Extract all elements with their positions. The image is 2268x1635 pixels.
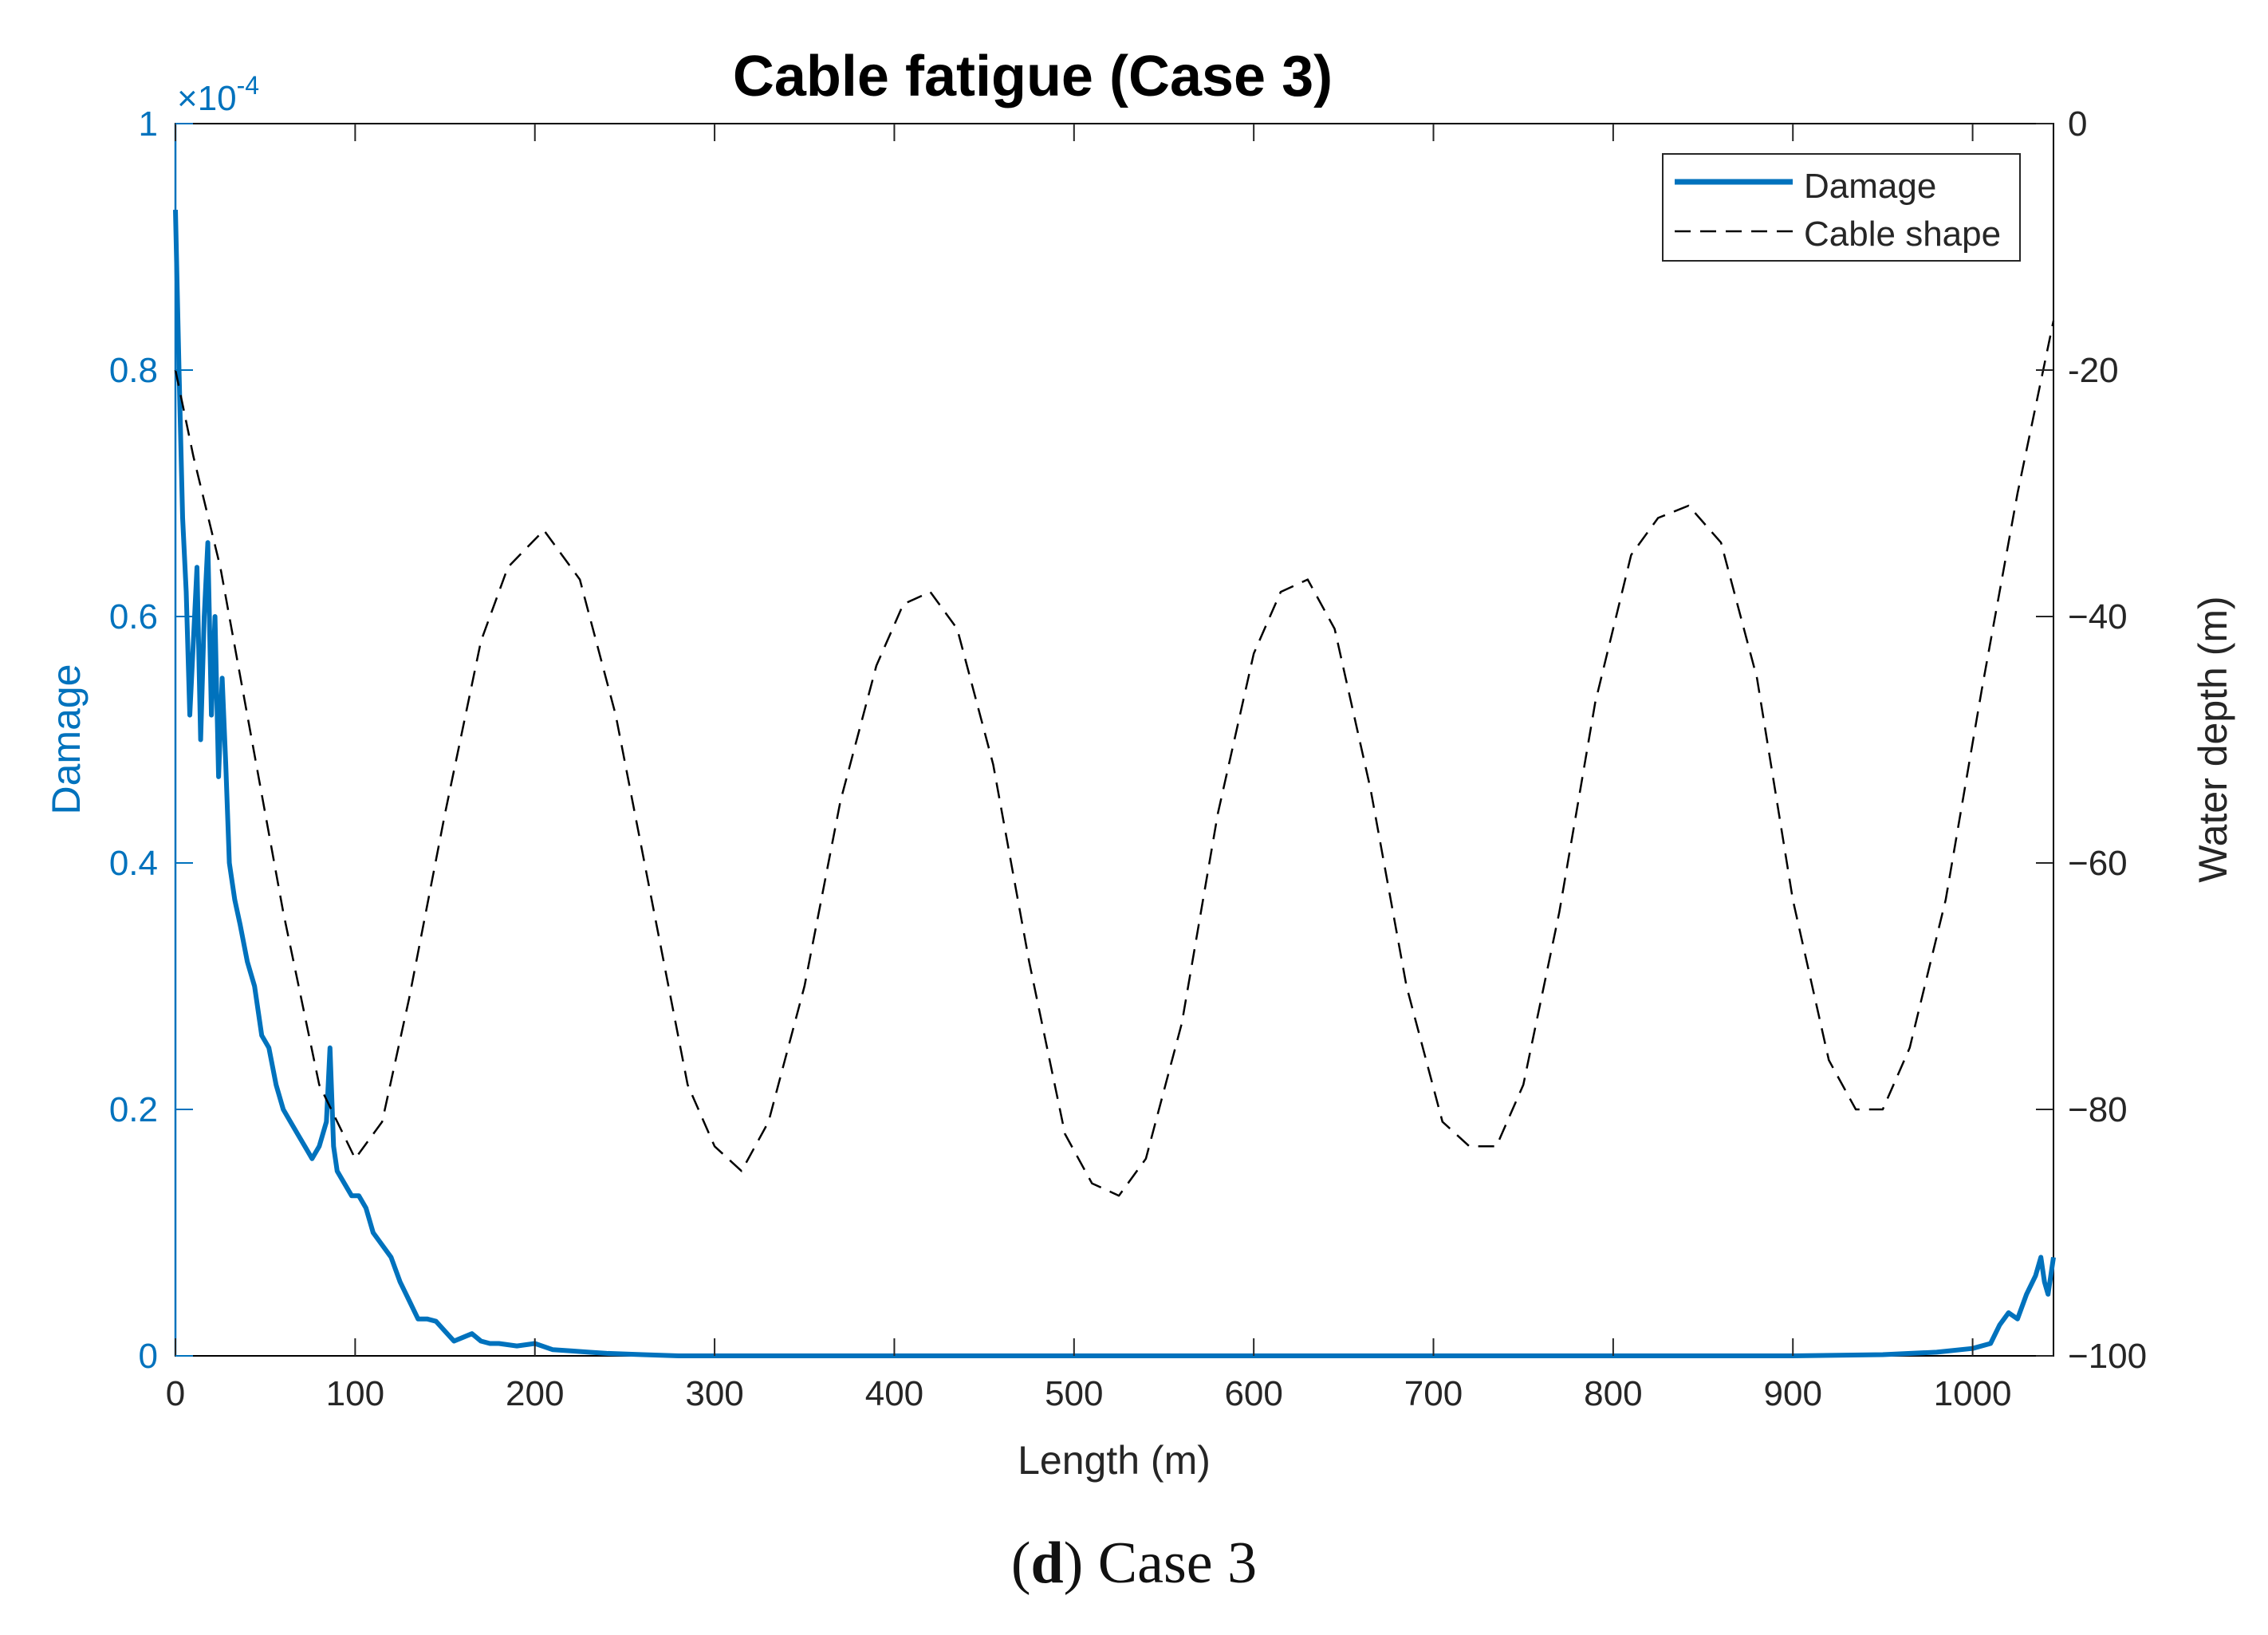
x-tick-label: 800 — [1584, 1374, 1642, 1413]
x-tick-label: 200 — [506, 1374, 564, 1413]
y-left-tick-label: 0.6 — [109, 597, 158, 636]
figure-caption: (d) Case 3 — [1010, 1531, 1258, 1596]
x-tick-label: 100 — [326, 1374, 384, 1413]
x-tick-label: 1000 — [1934, 1374, 2012, 1413]
y-right-tick-label: −60 — [2068, 844, 2128, 883]
x-tick-label: 700 — [1404, 1374, 1463, 1413]
legend-label-cable-shape: Cable shape — [1804, 215, 2001, 254]
legend-label-damage: Damage — [1804, 167, 1936, 206]
chart-title: Cable fatigue (Case 3) — [733, 45, 1333, 108]
tick-layer: 0 100 200 300 400 500 600 700 800 900 1000 0 0.2 0.4 0… — [109, 104, 2147, 1413]
x-axis-label: Length (m) — [1018, 1438, 1211, 1483]
x-tick-label: 0 — [166, 1374, 185, 1413]
caption-text: Case 3 — [1083, 1531, 1258, 1596]
y-left-tick-label: 1 — [139, 104, 158, 144]
x-tick-label: 300 — [685, 1374, 743, 1413]
x-tick-label: 900 — [1764, 1374, 1822, 1413]
legend-box — [1662, 153, 2021, 262]
legend: Damage Cable shape — [1662, 153, 2021, 262]
y-right-tick-label: 0 — [2068, 104, 2087, 144]
y-left-tick-label: 0.2 — [109, 1090, 158, 1129]
y-right-tick-label: −40 — [2068, 597, 2128, 636]
series-line-cable-shape — [174, 320, 2055, 1197]
y-right-tick-label: −100 — [2068, 1337, 2147, 1376]
x-tick-label: 500 — [1045, 1374, 1103, 1413]
series-layer — [173, 210, 2056, 1358]
y-left-tick-label: 0.8 — [109, 351, 158, 390]
y-right-tick-label: -20 — [2068, 351, 2119, 390]
y-left-tick-label: 0 — [139, 1337, 158, 1376]
caption-letter: d — [1030, 1531, 1064, 1596]
left-axis-exponent: ×10-4 — [177, 71, 259, 118]
y-left-axis-label: Damage — [44, 664, 89, 815]
x-tick-label: 600 — [1224, 1374, 1282, 1413]
y-left-tick-label: 0.4 — [109, 844, 158, 883]
y-right-axis-label: Water depth (m) — [2191, 596, 2235, 882]
y-right-tick-label: −80 — [2068, 1090, 2128, 1129]
x-tick-label: 400 — [865, 1374, 923, 1413]
series-line-damage — [173, 210, 2056, 1358]
